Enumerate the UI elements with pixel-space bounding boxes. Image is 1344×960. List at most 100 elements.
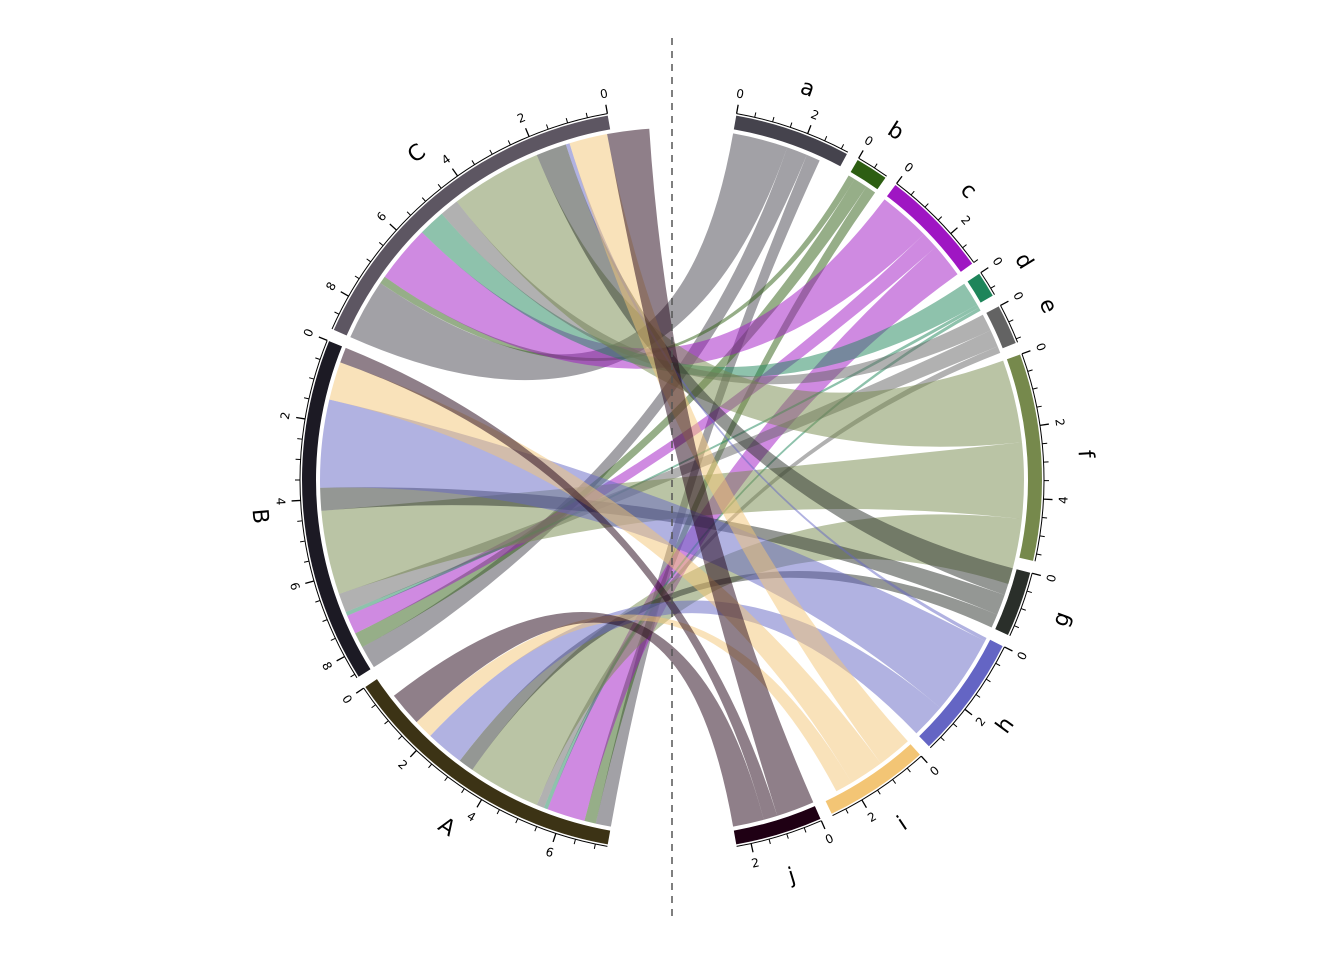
tick-mark — [750, 843, 754, 853]
tick-mark — [1039, 423, 1049, 427]
tick-mark — [877, 789, 881, 795]
chord-link-C-i — [569, 134, 908, 764]
sector-track-h — [919, 639, 1003, 747]
tick-mark — [315, 599, 321, 603]
tick-mark — [350, 673, 356, 678]
tick-mark — [786, 833, 789, 839]
chord-link-A-a — [595, 154, 820, 827]
tick-label: 2 — [958, 213, 974, 228]
sector-axis-f — [1021, 353, 1045, 562]
tick-mark — [906, 767, 911, 773]
tick-mark — [334, 311, 340, 315]
tick-mark — [461, 788, 465, 794]
tick-label: 6 — [374, 209, 390, 224]
tick-mark — [489, 149, 493, 155]
tick-mark — [772, 116, 775, 123]
tick-label: 8 — [323, 280, 339, 294]
tick-mark — [1026, 590, 1032, 594]
tick-mark — [1014, 625, 1020, 629]
tick-mark — [336, 656, 345, 662]
tick-label: 0 — [1033, 341, 1049, 353]
sector-axis-C — [331, 113, 608, 330]
tick-label: 0 — [823, 831, 836, 847]
tick-label: 0 — [735, 86, 745, 101]
tick-label: 0 — [599, 86, 609, 101]
tick-mark — [330, 637, 336, 641]
tick-label: 0 — [1044, 573, 1059, 584]
tick-label: 4 — [439, 152, 453, 168]
tick-label: 4 — [273, 497, 287, 505]
sector-axis-e — [1000, 305, 1019, 343]
sector-track-j — [733, 806, 821, 845]
tick-mark — [546, 124, 549, 130]
tick-mark — [565, 118, 569, 124]
tick-mark — [892, 779, 897, 784]
tick-mark — [366, 258, 372, 263]
chord-link-B-c — [347, 234, 936, 634]
tick-mark — [754, 112, 757, 118]
tick-label: 0 — [862, 133, 876, 149]
sector-track-a — [733, 115, 847, 167]
tick-mark — [428, 763, 433, 769]
sector-track-f — [1006, 354, 1043, 561]
sector-track-b — [850, 159, 886, 190]
sector-axis-a — [736, 113, 849, 153]
tick-mark — [980, 267, 989, 274]
tick-mark — [1008, 319, 1014, 323]
sector-axis-i — [832, 755, 922, 817]
sector-label-b: b — [883, 117, 908, 146]
sector-label-h: h — [991, 712, 1019, 738]
tick-mark — [1020, 608, 1026, 611]
sector-track-d — [967, 273, 993, 303]
tick-label: 8 — [319, 659, 335, 672]
tick-mark — [985, 678, 991, 683]
sector-label-j: j — [784, 863, 798, 889]
tick-mark — [585, 112, 588, 118]
tick-mark — [297, 520, 303, 522]
sector-track-A — [365, 679, 611, 845]
sector-label-a: a — [797, 75, 818, 103]
sector-label-d: d — [1009, 249, 1038, 274]
tick-mark — [789, 122, 793, 128]
tick-label: 6 — [544, 845, 556, 861]
sector-track-i — [825, 744, 920, 814]
tick-mark — [421, 197, 426, 202]
tick-mark — [964, 708, 973, 716]
tick-mark — [409, 749, 417, 758]
tick-mark — [451, 168, 459, 177]
tick-mark — [303, 560, 310, 563]
tick-mark — [297, 438, 303, 440]
sector-label-B: B — [246, 508, 272, 525]
sector-track-c — [886, 185, 973, 272]
tick-mark — [507, 140, 511, 146]
tick-mark — [824, 136, 828, 141]
tick-mark — [355, 687, 365, 694]
sector-label-e: e — [1033, 295, 1061, 318]
tick-mark — [962, 244, 967, 249]
tick-mark — [303, 397, 310, 400]
tick-mark — [873, 163, 878, 169]
sector-label-c: c — [955, 178, 981, 204]
tick-label: 2 — [1052, 418, 1067, 428]
tick-mark — [573, 839, 576, 845]
tick-mark — [1004, 646, 1013, 652]
tick-mark — [975, 694, 981, 698]
tick-mark — [534, 826, 538, 832]
tick-mark — [807, 124, 812, 134]
sector-label-C: C — [403, 139, 431, 168]
sector-track-e — [986, 306, 1016, 349]
tick-mark — [524, 128, 530, 137]
tick-mark — [768, 838, 771, 845]
tick-label: 2 — [515, 110, 527, 126]
tick-label: 2 — [973, 714, 989, 729]
chord-link-B-i — [329, 362, 881, 783]
chord-link-C-f — [456, 155, 1022, 447]
tick-label: 4 — [465, 809, 479, 825]
tick-mark — [398, 735, 403, 740]
tick-label: 0 — [901, 160, 916, 176]
tick-mark — [820, 820, 826, 830]
sector-label-f: f — [1072, 449, 1098, 460]
tick-mark — [940, 736, 945, 742]
tick-mark — [920, 755, 928, 764]
